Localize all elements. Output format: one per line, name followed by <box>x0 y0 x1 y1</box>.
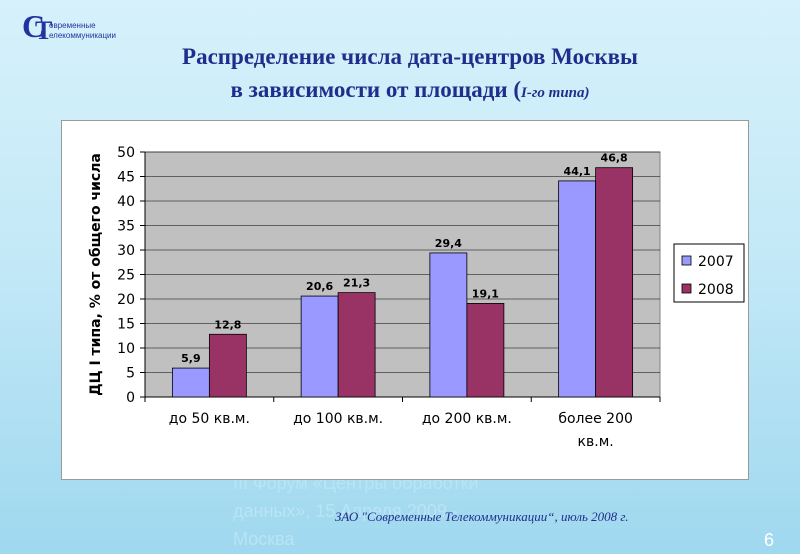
page-number: 6 <box>764 530 775 550</box>
x-tick-label: более 200 <box>558 411 633 427</box>
chart-container: 0 5 10 15 20 25 30 35 40 45 50 5,9 12,8 до 50 кв.м. 20… <box>61 120 749 480</box>
bar-2007 <box>558 180 597 398</box>
y-tick-label: 45 <box>117 170 135 186</box>
slide-title-line2-small: I-го типа) <box>521 85 590 101</box>
bar-2007 <box>429 252 468 398</box>
data-label-2007: 29,4 <box>435 237 462 250</box>
data-label-2008: 12,8 <box>214 318 241 331</box>
bar-2008 <box>208 333 247 398</box>
y-tick-label: 20 <box>117 292 135 308</box>
bar-2007 <box>300 295 339 398</box>
y-tick-label: 10 <box>117 341 135 357</box>
logo-letter-t: T <box>35 16 53 45</box>
slide-title-line2: в зависимости от площади (I-го типа) <box>60 77 760 103</box>
bar-2008 <box>337 292 376 398</box>
y-tick-label: 15 <box>117 317 135 333</box>
x-tick-label: кв.м. <box>578 434 614 450</box>
data-label-2008: 46,8 <box>601 152 628 165</box>
legend-swatch-2008 <box>681 283 692 294</box>
x-tick-label: до 200 кв.м. <box>422 411 512 427</box>
y-tick-label: 30 <box>117 243 135 259</box>
x-tick-label: до 50 кв.м. <box>169 411 250 427</box>
logo-text-line1: овременные <box>49 21 96 30</box>
company-logo: C T овременные елекоммуникации <box>22 10 142 50</box>
footer-line2: данных», 15 Апреля 2009 - <box>233 501 458 521</box>
legend-swatch-2007 <box>681 255 692 266</box>
x-tick-label: до 100 кв.м. <box>293 411 383 427</box>
slide-title-line2-main: в зависимости от площади ( <box>230 77 522 102</box>
legend-label-2008: 2008 <box>698 282 734 298</box>
y-tick-label: 0 <box>126 390 135 406</box>
footer-line3: Москва <box>233 529 295 549</box>
data-label-2008: 19,1 <box>472 287 499 300</box>
legend-label-2007: 2007 <box>698 254 734 270</box>
data-label-2008: 21,3 <box>343 277 370 290</box>
y-tick-label: 35 <box>117 219 135 235</box>
bar-chart: 0 5 10 15 20 25 30 35 40 45 50 5,9 12,8 до 50 кв.м. 20… <box>88 145 745 450</box>
data-label-2007: 20,6 <box>306 280 333 293</box>
slide-title-line1: Распределение числа дата-центров Москвы <box>182 44 638 69</box>
y-tick-label: 50 <box>117 145 135 161</box>
y-tick-label: 25 <box>117 268 135 284</box>
y-tick-label: 40 <box>117 194 135 210</box>
bar-2007 <box>171 367 210 398</box>
source-note: ЗАО "Современные Телекоммуникации“, июль… <box>335 509 629 524</box>
logo-letter-c: C <box>22 8 46 44</box>
data-label-2007: 5,9 <box>181 352 201 365</box>
y-axis-title: ДЦ I типа, % от общего числа <box>88 153 104 396</box>
data-label-2007: 44,1 <box>564 165 591 178</box>
bar-2008 <box>595 167 634 398</box>
logo-text-line2: елекоммуникации <box>49 31 116 40</box>
bar-2008 <box>466 303 505 398</box>
y-tick-label: 5 <box>126 366 135 382</box>
